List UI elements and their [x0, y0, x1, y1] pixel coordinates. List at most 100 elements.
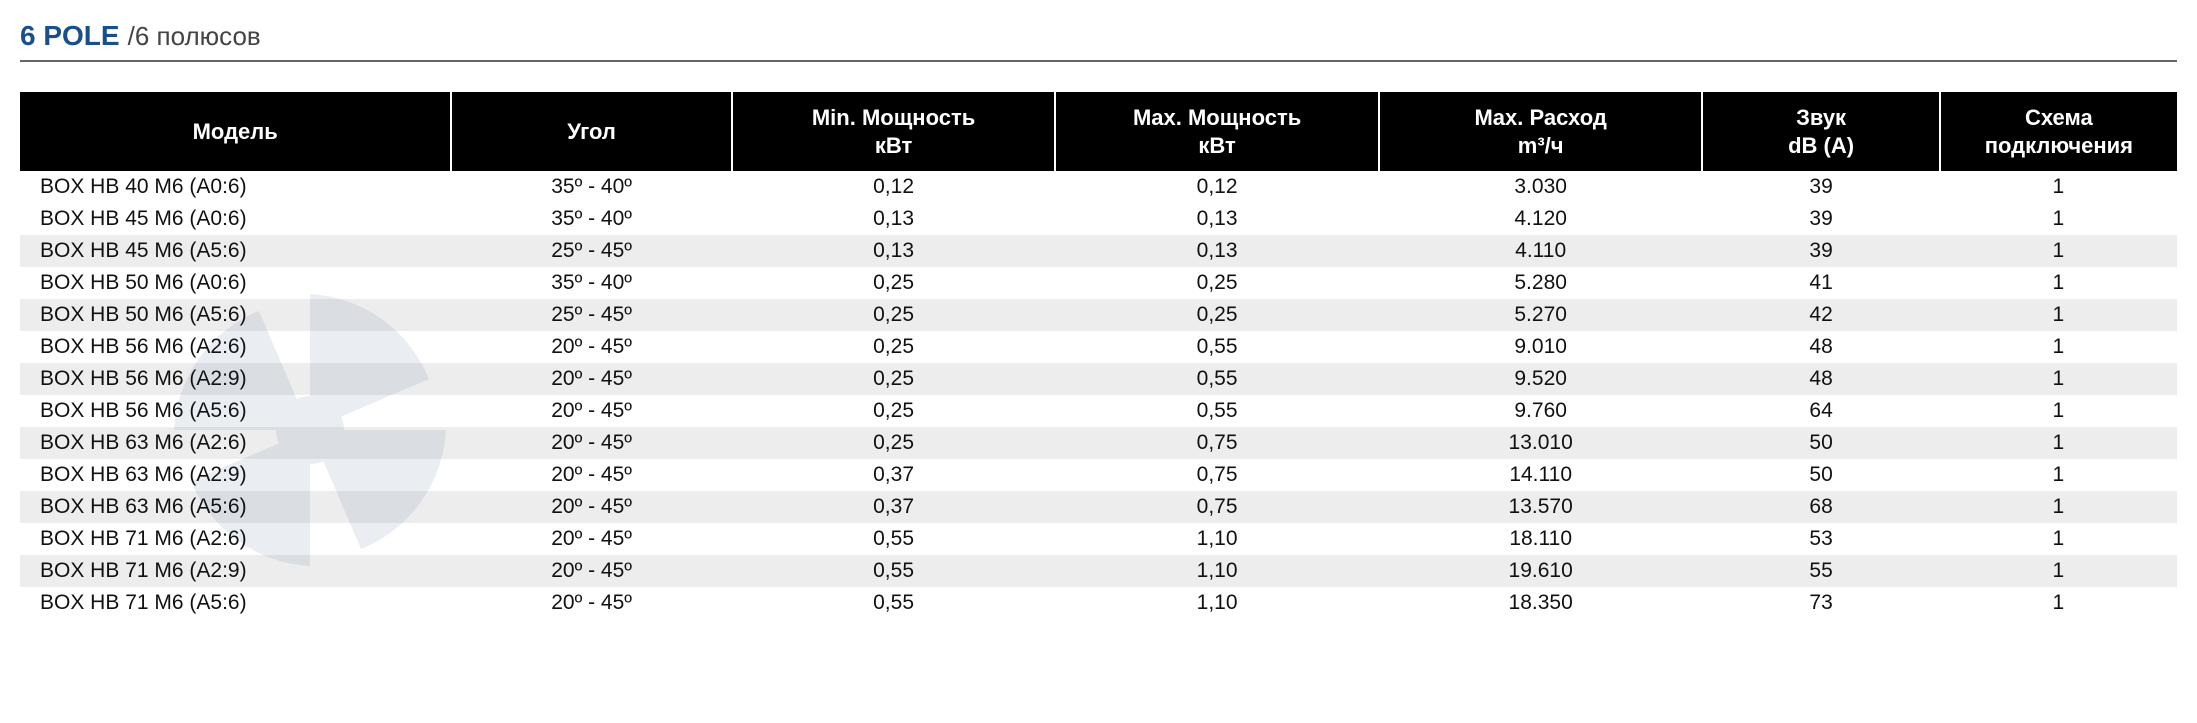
- cell-model: BOX HB 50 M6 (A0:6): [20, 267, 451, 299]
- table-row: BOX HB 63 M6 (A2:6)20º - 45º0,250,7513.0…: [20, 427, 2177, 459]
- cell-model: BOX HB 71 M6 (A5:6): [20, 587, 451, 619]
- section-title: 6 POLE / 6 полюсов: [20, 20, 2177, 62]
- table-row: BOX HB 40 M6 (A0:6)35º - 40º0,120,123.03…: [20, 171, 2177, 203]
- cell-minp: 0,25: [732, 363, 1056, 395]
- cell-scheme: 1: [1940, 267, 2177, 299]
- cell-minp: 0,37: [732, 459, 1056, 491]
- cell-sound: 50: [1702, 459, 1939, 491]
- cell-angle: 20º - 45º: [451, 331, 731, 363]
- cell-maxp: 1,10: [1055, 523, 1379, 555]
- cell-sound: 68: [1702, 491, 1939, 523]
- cell-flow: 13.570: [1379, 491, 1703, 523]
- table-row: BOX HB 50 M6 (A0:6)35º - 40º0,250,255.28…: [20, 267, 2177, 299]
- cell-angle: 35º - 40º: [451, 267, 731, 299]
- cell-flow: 5.280: [1379, 267, 1703, 299]
- cell-scheme: 1: [1940, 299, 2177, 331]
- cell-maxp: 0,55: [1055, 395, 1379, 427]
- cell-scheme: 1: [1940, 587, 2177, 619]
- cell-angle: 20º - 45º: [451, 427, 731, 459]
- cell-model: BOX HB 45 M6 (A0:6): [20, 203, 451, 235]
- cell-sound: 55: [1702, 555, 1939, 587]
- cell-angle: 35º - 40º: [451, 171, 731, 203]
- cell-angle: 20º - 45º: [451, 459, 731, 491]
- table-body: BOX HB 40 M6 (A0:6)35º - 40º0,120,123.03…: [20, 171, 2177, 619]
- cell-scheme: 1: [1940, 555, 2177, 587]
- table-row: BOX HB 45 M6 (A0:6)35º - 40º0,130,134.12…: [20, 203, 2177, 235]
- table-row: BOX HB 50 M6 (A5:6)25º - 45º0,250,255.27…: [20, 299, 2177, 331]
- cell-scheme: 1: [1940, 331, 2177, 363]
- cell-model: BOX HB 63 M6 (A2:9): [20, 459, 451, 491]
- cell-model: BOX HB 40 M6 (A0:6): [20, 171, 451, 203]
- table-row: BOX HB 71 M6 (A2:9)20º - 45º0,551,1019.6…: [20, 555, 2177, 587]
- cell-flow: 13.010: [1379, 427, 1703, 459]
- th-angle: Угол: [451, 92, 731, 171]
- th-model: Модель: [20, 92, 451, 171]
- cell-minp: 0,13: [732, 203, 1056, 235]
- cell-model: BOX HB 71 M6 (A2:9): [20, 555, 451, 587]
- cell-flow: 9.520: [1379, 363, 1703, 395]
- cell-flow: 18.110: [1379, 523, 1703, 555]
- cell-flow: 9.010: [1379, 331, 1703, 363]
- cell-minp: 0,25: [732, 395, 1056, 427]
- cell-flow: 3.030: [1379, 171, 1703, 203]
- cell-scheme: 1: [1940, 235, 2177, 267]
- cell-angle: 25º - 45º: [451, 299, 731, 331]
- cell-sound: 48: [1702, 331, 1939, 363]
- cell-flow: 19.610: [1379, 555, 1703, 587]
- cell-sound: 53: [1702, 523, 1939, 555]
- th-maxp: Max. МощностькВт: [1055, 92, 1379, 171]
- table-header: МодельУголMin. МощностькВтMax. Мощностьк…: [20, 92, 2177, 171]
- cell-flow: 4.110: [1379, 235, 1703, 267]
- cell-model: BOX HB 63 M6 (A2:6): [20, 427, 451, 459]
- th-scheme: Схемаподключения: [1940, 92, 2177, 171]
- cell-minp: 0,55: [732, 587, 1056, 619]
- cell-sound: 48: [1702, 363, 1939, 395]
- cell-sound: 39: [1702, 235, 1939, 267]
- cell-scheme: 1: [1940, 395, 2177, 427]
- cell-scheme: 1: [1940, 363, 2177, 395]
- spec-table: МодельУголMin. МощностькВтMax. Мощностьк…: [20, 92, 2177, 619]
- cell-model: BOX HB 50 M6 (A5:6): [20, 299, 451, 331]
- cell-sound: 64: [1702, 395, 1939, 427]
- cell-minp: 0,55: [732, 555, 1056, 587]
- cell-minp: 0,25: [732, 267, 1056, 299]
- cell-angle: 20º - 45º: [451, 363, 731, 395]
- cell-model: BOX HB 56 M6 (A2:6): [20, 331, 451, 363]
- cell-minp: 0,25: [732, 331, 1056, 363]
- cell-scheme: 1: [1940, 203, 2177, 235]
- cell-maxp: 0,75: [1055, 459, 1379, 491]
- cell-angle: 20º - 45º: [451, 523, 731, 555]
- cell-scheme: 1: [1940, 427, 2177, 459]
- cell-maxp: 0,12: [1055, 171, 1379, 203]
- th-flow: Max. Расходm³/ч: [1379, 92, 1703, 171]
- cell-sound: 50: [1702, 427, 1939, 459]
- table-row: BOX HB 71 M6 (A2:6)20º - 45º0,551,1018.1…: [20, 523, 2177, 555]
- cell-maxp: 0,13: [1055, 203, 1379, 235]
- cell-scheme: 1: [1940, 523, 2177, 555]
- cell-maxp: 0,75: [1055, 427, 1379, 459]
- cell-maxp: 0,25: [1055, 299, 1379, 331]
- cell-minp: 0,25: [732, 299, 1056, 331]
- cell-scheme: 1: [1940, 171, 2177, 203]
- cell-angle: 20º - 45º: [451, 491, 731, 523]
- cell-minp: 0,55: [732, 523, 1056, 555]
- cell-minp: 0,25: [732, 427, 1056, 459]
- cell-sound: 41: [1702, 267, 1939, 299]
- table-row: BOX HB 56 M6 (A2:6)20º - 45º0,250,559.01…: [20, 331, 2177, 363]
- cell-flow: 9.760: [1379, 395, 1703, 427]
- table-row: BOX HB 45 M6 (A5:6)25º - 45º0,130,134.11…: [20, 235, 2177, 267]
- cell-sound: 73: [1702, 587, 1939, 619]
- cell-sound: 39: [1702, 171, 1939, 203]
- cell-angle: 20º - 45º: [451, 395, 731, 427]
- title-bold: 6 POLE: [20, 20, 120, 52]
- cell-minp: 0,37: [732, 491, 1056, 523]
- table-row: BOX HB 71 M6 (A5:6)20º - 45º0,551,1018.3…: [20, 587, 2177, 619]
- cell-maxp: 0,55: [1055, 363, 1379, 395]
- cell-scheme: 1: [1940, 459, 2177, 491]
- cell-model: BOX HB 56 M6 (A2:9): [20, 363, 451, 395]
- cell-model: BOX HB 63 M6 (A5:6): [20, 491, 451, 523]
- cell-maxp: 1,10: [1055, 555, 1379, 587]
- cell-maxp: 0,55: [1055, 331, 1379, 363]
- cell-sound: 42: [1702, 299, 1939, 331]
- cell-sound: 39: [1702, 203, 1939, 235]
